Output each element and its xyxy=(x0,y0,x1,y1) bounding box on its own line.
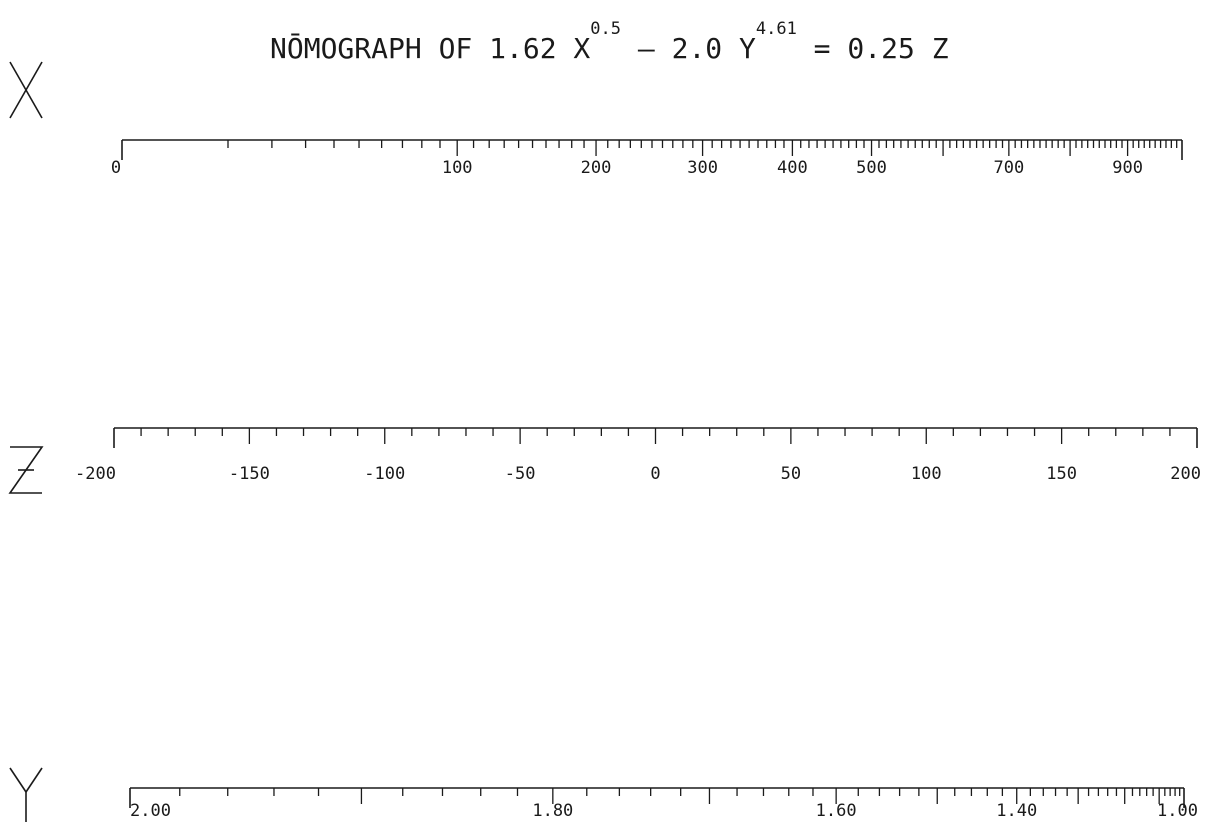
z-axis-tick-label: -150 xyxy=(229,464,270,484)
z-axis-tick-label: 50 xyxy=(781,464,801,484)
x-axis-tick-label: 0 xyxy=(111,158,121,178)
z-axis-tick-label: -100 xyxy=(364,464,405,484)
x-axis-tick-label: 500 xyxy=(856,158,887,178)
y-axis-tick-label: 1.60 xyxy=(816,801,857,821)
y-axis-letter xyxy=(9,767,43,822)
title-y-exponent: 4.61 xyxy=(756,19,797,39)
y-axis-tick-label: 1.00 xyxy=(1157,801,1198,821)
x-axis-tick-label: 100 xyxy=(442,158,473,178)
x-axis-tick-label: 200 xyxy=(581,158,612,178)
title-prefix: NŌMOGRAPH OF 1.62 X xyxy=(270,31,590,65)
z-axis-tick-label: 0 xyxy=(650,464,660,484)
y-axis: 2.00 1.80 1.60 1.40 1.00 xyxy=(129,787,1198,821)
title-middle: – 2.0 Y xyxy=(621,32,756,65)
title-suffix: = 0.25 Z xyxy=(797,32,949,65)
z-axis-tick-label: 100 xyxy=(911,464,942,484)
x-axis-tick-label: 900 xyxy=(1112,158,1143,178)
z-axis-tick-label: 150 xyxy=(1046,464,1077,484)
y-axis-tick-label: 1.40 xyxy=(996,801,1037,821)
x-axis-tick-label: 300 xyxy=(687,158,718,178)
y-axis-tick-label: 2.00 xyxy=(130,801,171,821)
x-axis-tick-label: 700 xyxy=(994,158,1025,178)
x-axis-tick-label: 400 xyxy=(777,158,808,178)
x-axis: 0 100 200 300 400 500 700 900 xyxy=(111,139,1183,178)
x-axis-letter xyxy=(9,61,43,119)
z-axis-tick-label: -50 xyxy=(505,464,536,484)
title-x-exponent: 0.5 xyxy=(590,19,621,39)
chart-title: NŌMOGRAPH OF 1.62 X0.5 – 2.0 Y4.61 = 0.2… xyxy=(270,19,949,65)
z-axis-letter xyxy=(8,446,44,494)
z-axis: -200 -150 -100 -50 0 50 100 150 200 xyxy=(75,427,1201,484)
z-axis-tick-label: 200 xyxy=(1170,464,1201,484)
y-axis-tick-label: 1.80 xyxy=(532,801,573,821)
z-axis-tick-label: -200 xyxy=(75,464,116,484)
